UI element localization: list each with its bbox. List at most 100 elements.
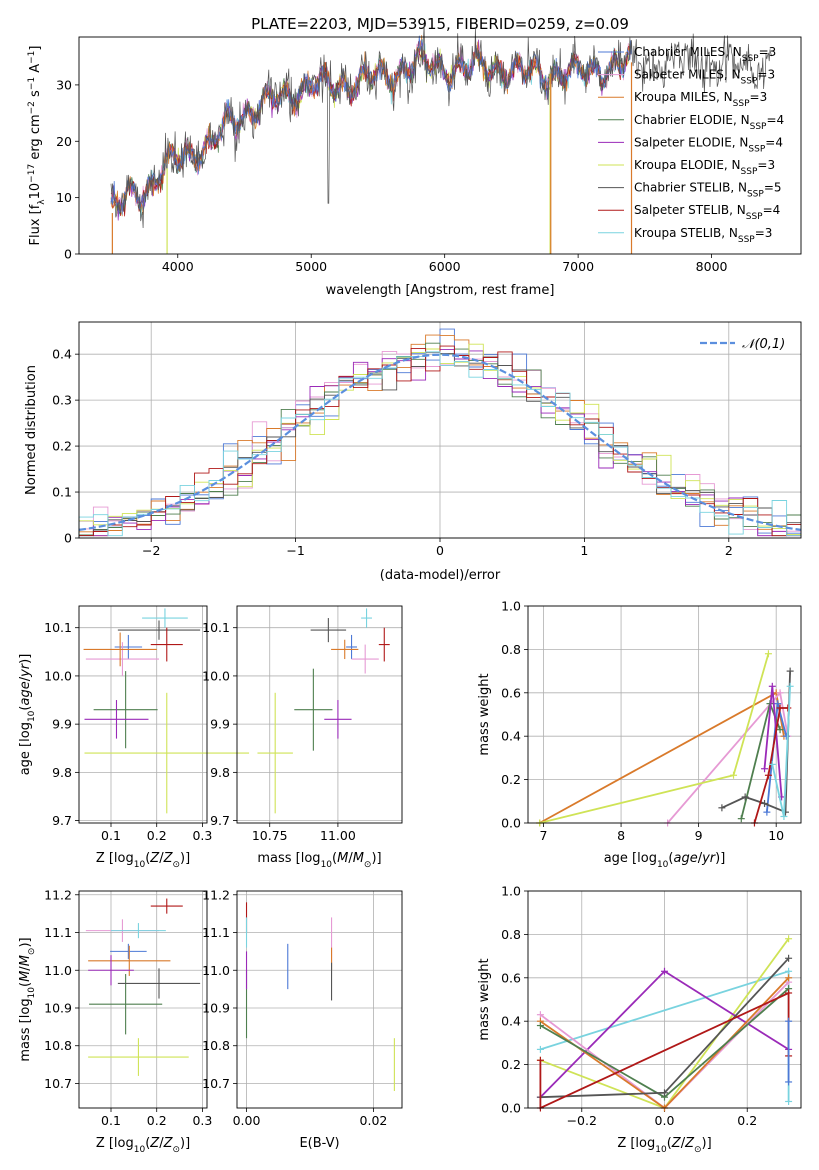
x-tick-label: 6000: [429, 259, 461, 274]
y-tick-label: 11.1: [202, 925, 230, 940]
y-tick-label: 10.1: [44, 620, 72, 635]
x-tick-label: 0.1: [101, 1113, 121, 1128]
x-axis-label: mass [log10(M/M⊙)]: [257, 851, 381, 870]
y-tick-label: 0.0: [501, 816, 521, 831]
x-tick-label: 10: [768, 828, 784, 843]
residuals-axes: −2 −1 0 1 2 0 0.1 0.2 0.3 0.4: [52, 322, 801, 558]
y-tick-label: 1.0: [501, 599, 521, 614]
legend-entry: Kroupa STELIB, NSSP=3: [634, 226, 772, 245]
x-tick-label: 0.3: [192, 828, 212, 843]
y-axis-label: mass weight: [477, 673, 492, 755]
y-axis-label: age [log10(age/yr)]: [18, 654, 37, 776]
y-axis-label: mass [log10(M/M⊙)]: [18, 937, 37, 1061]
x-tick-label: −2: [142, 543, 160, 558]
x-tick-label: 0.02: [360, 1113, 388, 1128]
mass-vs-Z-frame: [78, 890, 208, 1109]
mass-vs-ebv-axes: 0.00 0.02 10.7 10.8 10.9 11.0 11.1 11.2: [202, 887, 402, 1128]
x-tick-label: 2: [725, 543, 733, 558]
y-tick-label: 0.1: [52, 485, 72, 500]
spectrum-legend: Chabrier MILES, NSSP=3 Salpeter MILES, NS…: [598, 45, 784, 245]
y-tick-label: 0.2: [52, 439, 72, 454]
y-tick-label: 0.3: [52, 393, 72, 408]
x-tick-label: 0.00: [233, 1113, 261, 1128]
residual-histogram: [78, 345, 801, 538]
weight-line: [539, 691, 785, 824]
y-tick-label: 0: [64, 247, 72, 262]
y-tick-label: 10.9: [44, 1000, 72, 1015]
spectrum-axes: 4000 5000 6000 7000 8000 0 10 20 30: [56, 77, 727, 274]
y-tick-label: 0.4: [501, 729, 521, 744]
x-tick-label: 8000: [696, 259, 728, 274]
y-tick-label: 20: [56, 134, 72, 149]
legend-entry: Chabrier STELIB, NSSP=5: [634, 181, 782, 200]
legend-entry: 𝒩(0,1): [742, 337, 785, 352]
age-vs-Z-axes: 0.1 0.2 0.3 9.7 9.8 9.9 10.0 10.1: [44, 606, 212, 843]
weight-line: [753, 707, 788, 824]
x-tick-label: 0.0: [655, 1113, 675, 1128]
y-tick-label: 0.8: [501, 642, 521, 657]
y-tick-label: 0.0: [501, 1101, 521, 1116]
legend-entry: Kroupa MILES, NSSP=3: [634, 90, 767, 109]
y-tick-label: 10.9: [202, 1000, 230, 1015]
weight-vs-Z-frame: [527, 890, 802, 1109]
x-tick-label: 0.2: [147, 1113, 167, 1128]
x-tick-label: −1: [286, 543, 304, 558]
legend-entry: Kroupa ELODIE, NSSP=3: [634, 158, 775, 177]
y-tick-label: 9.7: [52, 813, 72, 828]
residuals-frame: [78, 321, 802, 539]
x-axis-label: age [log10(age/yr)]: [604, 851, 726, 870]
y-tick-label: 11.0: [44, 963, 72, 978]
y-tick-label: 0: [64, 531, 72, 546]
y-tick-label: 10.0: [44, 668, 72, 683]
x-tick-label: 0.2: [737, 1113, 757, 1128]
x-tick-label: −0.2: [567, 1113, 597, 1128]
x-tick-label: 7000: [562, 259, 594, 274]
x-axis-label: E(B-V): [299, 1136, 339, 1151]
y-tick-label: 0.6: [501, 685, 521, 700]
legend-entry: Salpeter MILES, NSSP=3: [634, 68, 775, 87]
age-vs-Z-points: [83, 608, 250, 814]
x-tick-label: 7: [540, 828, 548, 843]
age-vs-mass-points: [257, 608, 390, 814]
mass-vs-ebv-points: [245, 902, 395, 1092]
y-tick-label: 9.8: [210, 765, 230, 780]
x-tick-label: 11.00: [320, 828, 356, 843]
y-tick-label: 9.9: [210, 717, 230, 732]
x-tick-label: 0.2: [147, 828, 167, 843]
y-tick-label: 11.0: [202, 963, 230, 978]
x-tick-label: 9: [695, 828, 703, 843]
age-vs-mass-axes: 10.75 11.00 9.7 9.8 9.9 10.0 10.1: [202, 606, 402, 843]
y-axis-label: Normed distribution: [24, 365, 39, 495]
spectrum-frame: [78, 36, 802, 255]
y-tick-label: 10.1: [202, 620, 230, 635]
weight-vs-age-lines: [536, 650, 794, 827]
age-vs-mass-frame: [236, 605, 403, 824]
mass-vs-ebv-frame: [236, 890, 403, 1109]
x-tick-label: 0.1: [101, 828, 121, 843]
y-tick-label: 10.8: [44, 1038, 72, 1053]
legend-entry: Salpeter ELODIE, NSSP=4: [634, 135, 783, 154]
legend-entry: Chabrier ELODIE, NSSP=4: [634, 113, 784, 132]
y-tick-label: 10.8: [202, 1038, 230, 1053]
normal-reference-curve: [78, 353, 802, 531]
legend-entry: Chabrier MILES, NSSP=3: [634, 45, 776, 64]
y-tick-label: 11.1: [44, 925, 72, 940]
x-axis-label: Z [log10(Z/Z⊙)]: [96, 1136, 190, 1155]
y-tick-label: 11.2: [44, 887, 72, 902]
y-tick-label: 0.8: [501, 927, 521, 942]
weight-line: [539, 653, 770, 824]
weight-vs-age-frame: [527, 605, 802, 824]
y-tick-label: 0.6: [501, 970, 521, 985]
y-tick-label: 10.7: [44, 1076, 72, 1091]
x-tick-label: 1: [580, 543, 588, 558]
x-tick-label: 5000: [295, 259, 327, 274]
y-tick-label: 9.8: [52, 765, 72, 780]
x-tick-label: 0: [436, 543, 444, 558]
x-tick-label: 4000: [162, 259, 194, 274]
y-tick-label: 1.0: [501, 884, 521, 899]
x-axis-label: wavelength [Angstrom, rest frame]: [326, 283, 555, 298]
y-tick-label: 11.2: [202, 887, 230, 902]
x-axis-label: (data-model)/error: [380, 568, 501, 583]
